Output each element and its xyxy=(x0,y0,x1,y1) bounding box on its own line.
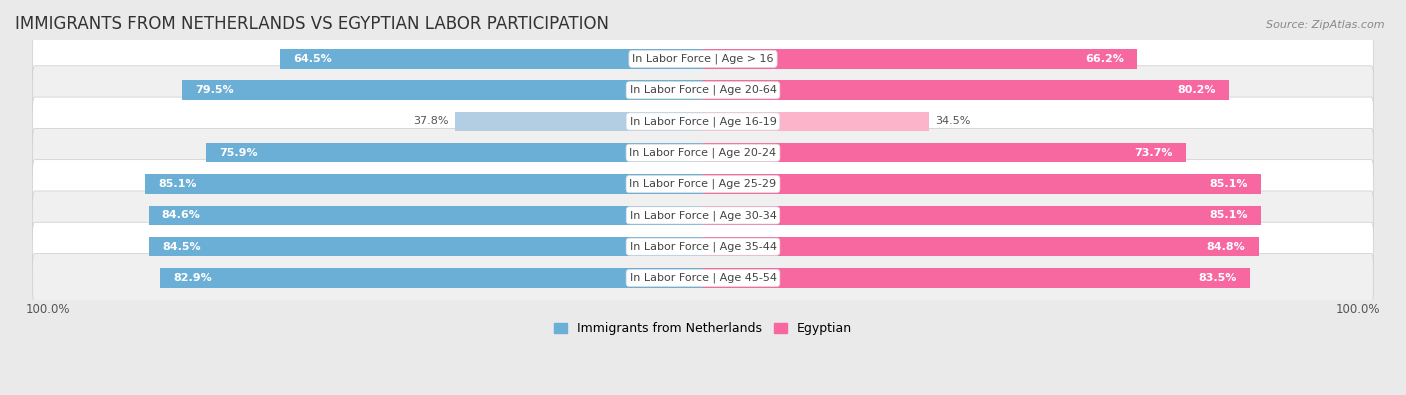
Bar xyxy=(703,81,1229,100)
Text: 73.7%: 73.7% xyxy=(1135,148,1173,158)
Text: 83.5%: 83.5% xyxy=(1199,273,1237,283)
Bar xyxy=(703,143,1185,162)
FancyBboxPatch shape xyxy=(32,254,1374,303)
FancyBboxPatch shape xyxy=(32,34,1374,83)
Text: In Labor Force | Age 25-29: In Labor Force | Age 25-29 xyxy=(630,179,776,189)
FancyBboxPatch shape xyxy=(32,222,1374,271)
Text: In Labor Force | Age 30-34: In Labor Force | Age 30-34 xyxy=(630,210,776,221)
Legend: Immigrants from Netherlands, Egyptian: Immigrants from Netherlands, Egyptian xyxy=(550,318,856,340)
Bar xyxy=(703,268,1250,288)
Text: 79.5%: 79.5% xyxy=(195,85,233,95)
FancyBboxPatch shape xyxy=(32,160,1374,209)
Text: 34.5%: 34.5% xyxy=(935,117,972,126)
Text: In Labor Force | Age 35-44: In Labor Force | Age 35-44 xyxy=(630,241,776,252)
Text: In Labor Force | Age 16-19: In Labor Force | Age 16-19 xyxy=(630,116,776,127)
Text: 85.1%: 85.1% xyxy=(159,179,197,189)
Text: In Labor Force | Age 20-24: In Labor Force | Age 20-24 xyxy=(630,148,776,158)
Bar xyxy=(703,112,929,131)
Text: 85.1%: 85.1% xyxy=(1209,179,1247,189)
Bar xyxy=(703,174,1261,194)
Text: IMMIGRANTS FROM NETHERLANDS VS EGYPTIAN LABOR PARTICIPATION: IMMIGRANTS FROM NETHERLANDS VS EGYPTIAN … xyxy=(15,15,609,33)
Text: In Labor Force | Age 20-64: In Labor Force | Age 20-64 xyxy=(630,85,776,96)
Text: 64.5%: 64.5% xyxy=(294,54,332,64)
Bar xyxy=(280,49,703,69)
Text: In Labor Force | Age 45-54: In Labor Force | Age 45-54 xyxy=(630,273,776,283)
Bar xyxy=(149,206,703,225)
Text: 37.8%: 37.8% xyxy=(413,117,449,126)
Bar xyxy=(145,174,703,194)
Text: 75.9%: 75.9% xyxy=(219,148,257,158)
FancyBboxPatch shape xyxy=(32,66,1374,115)
Bar xyxy=(703,237,1258,256)
Text: Source: ZipAtlas.com: Source: ZipAtlas.com xyxy=(1267,20,1385,30)
Bar xyxy=(703,49,1137,69)
Text: 84.5%: 84.5% xyxy=(163,242,201,252)
Bar xyxy=(149,237,703,256)
Bar xyxy=(205,143,703,162)
Bar xyxy=(183,81,703,100)
Text: In Labor Force | Age > 16: In Labor Force | Age > 16 xyxy=(633,54,773,64)
Text: 82.9%: 82.9% xyxy=(173,273,212,283)
Text: 84.8%: 84.8% xyxy=(1206,242,1246,252)
Text: 80.2%: 80.2% xyxy=(1177,85,1215,95)
FancyBboxPatch shape xyxy=(32,97,1374,146)
Text: 84.6%: 84.6% xyxy=(162,211,201,220)
Text: 85.1%: 85.1% xyxy=(1209,211,1247,220)
Bar xyxy=(160,268,703,288)
FancyBboxPatch shape xyxy=(32,128,1374,177)
Bar xyxy=(703,206,1261,225)
Bar xyxy=(456,112,703,131)
Text: 66.2%: 66.2% xyxy=(1085,54,1123,64)
FancyBboxPatch shape xyxy=(32,191,1374,240)
